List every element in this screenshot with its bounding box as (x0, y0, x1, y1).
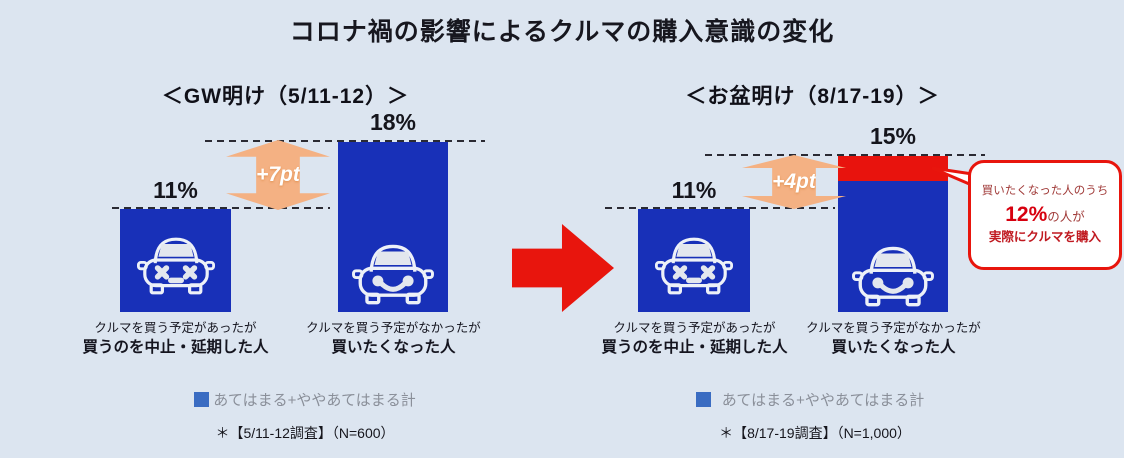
caption-line1: クルマを買う予定があったが (613, 321, 776, 335)
right-arrow-icon (512, 224, 614, 312)
value-label: 11% (153, 177, 198, 203)
value-label: 11% (671, 177, 717, 203)
bar-gw-wanting (338, 142, 448, 312)
value-label: 15% (869, 123, 917, 149)
dashed-line-11pct-left (112, 207, 330, 209)
callout-line3: 実際にクルマを購入 (988, 229, 1102, 244)
caption-line2: 買いたくなった人 (331, 338, 456, 356)
callout-line2-rest: の人が (1047, 209, 1085, 224)
panel-header-gw: ＜GW明け（5/11-12）＞ (161, 85, 410, 108)
caption-line1: クルマを買う予定がなかったが (306, 321, 481, 335)
bar-obon-cancelled (638, 209, 750, 312)
value-label: 18% (369, 109, 417, 135)
sad-car-icon (137, 237, 216, 295)
bar-gw-cancelled (120, 209, 231, 312)
bar-caption: クルマを買う予定がなかったが 買いたくなった人 (796, 320, 991, 359)
happy-car-icon (352, 244, 434, 305)
callout-line1: 買いたくなった人のうち (981, 185, 1109, 198)
caption-line1: クルマを買う予定があったが (94, 321, 257, 335)
bar-obon-wanting (838, 156, 948, 312)
caption-line2: 買うのを中止・延期した人 (82, 338, 269, 356)
caption-line1: クルマを買う予定がなかったが (806, 321, 981, 335)
delta-arrow-obon: +4pt (742, 155, 846, 209)
legend-label: あてはまる+ややあてはまる計 (721, 392, 925, 409)
delta-arrow-gw: +7pt (226, 140, 330, 210)
legend-gw: あてはまる+ややあてはまる計 (150, 389, 460, 410)
caption-line2: 買うのを中止・延期した人 (601, 338, 788, 356)
purchase-callout: 買いたくなった人のうち 12%の人が 実際にクルマを購入 (968, 160, 1122, 270)
survey-footnote-gw: ＊【5/11-12調査】（N=600） (215, 425, 395, 441)
bar-caption: クルマを買う予定がなかったが 買いたくなった人 (296, 320, 491, 359)
panel-header-obon: ＜お盆明け（8/17-19）＞ (685, 85, 940, 108)
delta-label: +4pt (772, 170, 816, 193)
legend-swatch-icon (194, 392, 210, 407)
dashed-line-15pct (705, 154, 985, 156)
chart-title: コロナ禍の影響によるクルマの購入意識の変化 (289, 18, 835, 46)
bar-caption: クルマを買う予定があったが 買うのを中止・延期した人 (78, 320, 273, 359)
legend-label: あてはまる+ややあてはまる計 (213, 392, 416, 409)
purchased-segment (838, 156, 948, 181)
dashed-line-18pct (205, 140, 485, 142)
callout-highlight: 12% (1005, 202, 1048, 226)
dashed-line-11pct-right (605, 207, 835, 209)
delta-label: +7pt (256, 163, 300, 186)
legend-obon: あてはまる+ややあてはまる計 (645, 389, 975, 410)
survey-footnote-obon: ＊【8/17-19調査】（N=1,000） (719, 425, 911, 441)
callout-line2: 12%の人が (1005, 201, 1085, 228)
sad-car-icon (655, 237, 733, 295)
bar-caption: クルマを買う予定があったが 買うのを中止・延期した人 (597, 320, 792, 359)
caption-line2: 買いたくなった人 (831, 338, 956, 356)
happy-car-icon (852, 246, 934, 307)
legend-swatch-icon (695, 392, 711, 407)
